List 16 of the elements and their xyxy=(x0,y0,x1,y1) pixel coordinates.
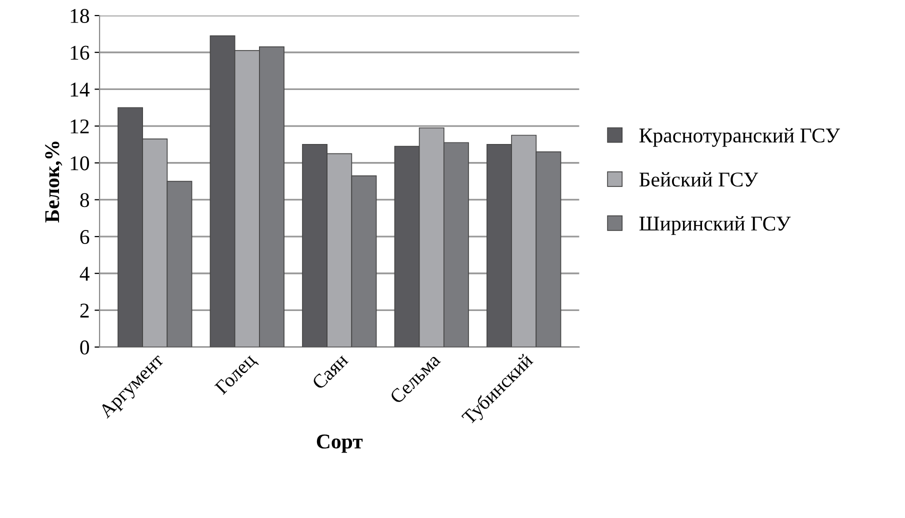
legend-label: Краснотуранский ГСУ xyxy=(639,128,840,147)
y-tick-label: 16 xyxy=(70,46,90,60)
y-tick-label: 0 xyxy=(80,340,90,354)
x-axis-title: Сорт xyxy=(316,434,363,453)
y-tick-label: 4 xyxy=(80,266,90,281)
y-tick-label: 10 xyxy=(70,156,90,170)
y-tick-label: 12 xyxy=(70,119,89,134)
y-tick-label: 2 xyxy=(80,304,89,318)
y-axis-title: Белок,% xyxy=(45,142,62,223)
y-tick-label: 14 xyxy=(70,82,90,96)
y-tick-label: 8 xyxy=(80,193,90,208)
y-tick-label: 6 xyxy=(80,230,90,244)
x-tick-label: Саян xyxy=(311,352,349,390)
legend-label: Ширинский ГСУ xyxy=(639,216,791,235)
y-tick-label: 18 xyxy=(70,8,90,23)
legend-label: Бейский ГСУ xyxy=(639,172,758,187)
